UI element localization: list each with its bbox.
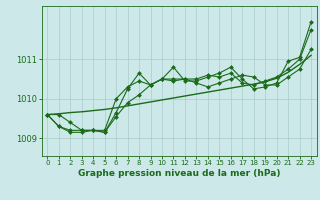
X-axis label: Graphe pression niveau de la mer (hPa): Graphe pression niveau de la mer (hPa) bbox=[78, 169, 280, 178]
